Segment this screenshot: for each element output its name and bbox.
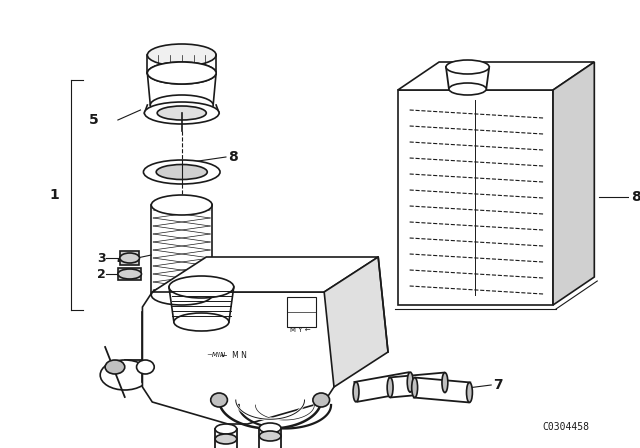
- Text: 1: 1: [49, 188, 59, 202]
- Ellipse shape: [174, 313, 229, 331]
- Text: 3: 3: [97, 251, 106, 264]
- Text: MAX: MAX: [290, 305, 305, 311]
- Ellipse shape: [467, 383, 472, 402]
- Ellipse shape: [118, 269, 141, 279]
- Ellipse shape: [136, 360, 154, 374]
- Polygon shape: [120, 251, 140, 265]
- Ellipse shape: [412, 378, 418, 397]
- Polygon shape: [398, 62, 595, 90]
- Text: 8: 8: [228, 150, 237, 164]
- Ellipse shape: [151, 195, 212, 215]
- Polygon shape: [324, 257, 388, 387]
- Ellipse shape: [147, 62, 216, 84]
- Ellipse shape: [147, 44, 216, 66]
- Ellipse shape: [215, 424, 237, 434]
- Ellipse shape: [211, 393, 227, 407]
- Ellipse shape: [387, 378, 393, 397]
- Polygon shape: [389, 373, 445, 397]
- Ellipse shape: [157, 106, 206, 120]
- Ellipse shape: [449, 83, 486, 95]
- Ellipse shape: [215, 434, 237, 444]
- Text: C0304458: C0304458: [543, 422, 589, 432]
- Ellipse shape: [446, 60, 489, 74]
- Ellipse shape: [259, 431, 281, 441]
- Polygon shape: [355, 372, 412, 402]
- Ellipse shape: [156, 164, 207, 180]
- Polygon shape: [553, 62, 595, 305]
- Text: 5: 5: [88, 113, 98, 127]
- Text: 7: 7: [493, 378, 503, 392]
- Polygon shape: [287, 297, 316, 327]
- Ellipse shape: [353, 382, 359, 402]
- Text: ←  M N: ← M N: [221, 350, 247, 359]
- Ellipse shape: [147, 62, 216, 84]
- Text: 2: 2: [97, 267, 106, 280]
- Text: ~MIN: ~MIN: [207, 352, 226, 358]
- Ellipse shape: [151, 285, 212, 305]
- Ellipse shape: [169, 276, 234, 298]
- Polygon shape: [118, 268, 141, 280]
- Polygon shape: [152, 257, 378, 292]
- Ellipse shape: [145, 102, 219, 124]
- Polygon shape: [414, 378, 470, 402]
- Polygon shape: [398, 90, 553, 305]
- Ellipse shape: [150, 95, 213, 115]
- Text: MIN: MIN: [290, 313, 303, 319]
- Ellipse shape: [120, 253, 140, 263]
- Ellipse shape: [100, 360, 149, 390]
- Ellipse shape: [407, 372, 413, 392]
- Ellipse shape: [143, 160, 220, 184]
- Text: M Y ←: M Y ←: [290, 327, 310, 333]
- Polygon shape: [143, 292, 334, 424]
- Ellipse shape: [259, 423, 281, 433]
- Ellipse shape: [442, 373, 448, 392]
- Ellipse shape: [313, 393, 330, 407]
- Polygon shape: [143, 312, 334, 382]
- Text: 4: 4: [116, 253, 125, 267]
- Ellipse shape: [105, 360, 125, 374]
- Text: 8: 8: [630, 190, 640, 204]
